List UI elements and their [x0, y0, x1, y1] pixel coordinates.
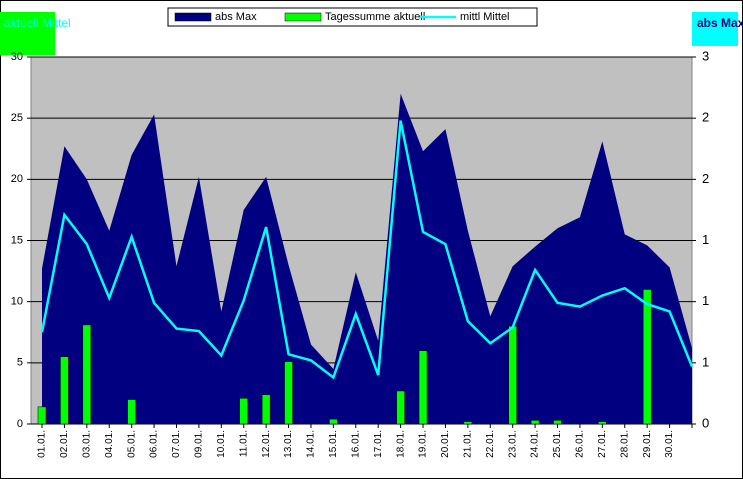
x-tick-label: 20.01.	[440, 430, 451, 458]
x-tick-label: 02.01.	[59, 430, 70, 458]
bar	[598, 421, 607, 425]
bar	[82, 324, 92, 425]
x-tick-label: 18.01.	[395, 430, 406, 458]
legend-label: Tagessumme aktuell	[325, 11, 425, 23]
x-tick-label: 26.01.	[575, 430, 586, 458]
x-tick-label: 13.01.	[283, 430, 294, 458]
y2-tick-label: 3	[702, 48, 709, 63]
x-tick-label: 10.01.	[216, 430, 227, 458]
x-tick-label: 03.01.	[81, 430, 92, 458]
bar	[553, 420, 562, 425]
x-tick-label: 24.01.	[530, 430, 541, 458]
bar	[37, 406, 47, 425]
bar	[284, 361, 293, 425]
y-tick-label: 15	[11, 234, 23, 246]
x-tick-label: 22.01.	[485, 430, 496, 458]
legend-label: mittl Mittel	[460, 11, 510, 23]
right-label: abs Max	[697, 16, 743, 30]
bar	[530, 420, 540, 425]
y2-tick-label: 2	[702, 110, 709, 125]
x-tick-label: 30.01.	[664, 430, 675, 458]
bar	[396, 390, 405, 425]
x-tick-label: 17.01.	[373, 430, 384, 458]
y-tick-label: 20	[11, 173, 23, 185]
x-tick-label: 15.01.	[328, 430, 339, 458]
y-tick-label: 10	[11, 296, 23, 308]
y2-tick-label: 2	[702, 171, 709, 186]
x-tick-label: 29.01.	[642, 430, 653, 458]
bar	[463, 421, 473, 425]
x-tick-label: 21.01.	[463, 430, 474, 458]
x-tick-label: 07.01.	[171, 430, 182, 458]
y2-tick-label: 1	[702, 232, 709, 247]
x-tick-label: 28.01.	[619, 430, 630, 458]
bar	[127, 399, 136, 425]
x-tick-label: 11.01.	[238, 430, 249, 457]
area	[42, 93, 692, 424]
bar	[508, 325, 517, 425]
y-tick-label: 0	[17, 418, 23, 430]
legend-label: abs Max	[215, 11, 257, 23]
y2-tick-label: 0	[702, 415, 709, 430]
x-tick-label: 16.01.	[350, 430, 361, 458]
bar	[642, 289, 652, 425]
x-tick-label: 27.01.	[597, 430, 608, 458]
legend	[167, 7, 538, 27]
x-tick-label: 06.01.	[149, 430, 160, 458]
left-label: aktuell Mittel	[4, 16, 71, 30]
x-tick-label: 05.01.	[126, 430, 137, 458]
x-tick-label: 01.01.	[37, 430, 48, 458]
x-tick-label: 14.01.	[306, 430, 317, 458]
left-label-box	[0, 12, 55, 55]
bar	[261, 394, 271, 425]
x-tick-label: 12.01.	[261, 430, 272, 458]
bar	[329, 418, 338, 425]
y-tick-label: 30	[11, 51, 23, 63]
x-tick-label: 04.01.	[104, 430, 115, 458]
legend-swatch	[174, 12, 212, 22]
legend-swatch	[284, 12, 322, 22]
y2-tick-label: 1	[702, 293, 709, 308]
right-label-box	[692, 12, 738, 46]
y-tick-label: 25	[11, 112, 23, 124]
x-tick-label: 23.01.	[507, 430, 518, 458]
y2-tick-label: 1	[702, 354, 709, 369]
bar	[239, 398, 248, 425]
x-tick-label: 19.01.	[418, 430, 429, 458]
line	[40, 120, 694, 380]
x-tick-label: 09.01.	[194, 430, 205, 458]
bar	[418, 350, 428, 425]
y-tick-label: 5	[17, 357, 23, 369]
bar	[60, 356, 69, 425]
x-tick-label: 25.01.	[552, 430, 563, 458]
